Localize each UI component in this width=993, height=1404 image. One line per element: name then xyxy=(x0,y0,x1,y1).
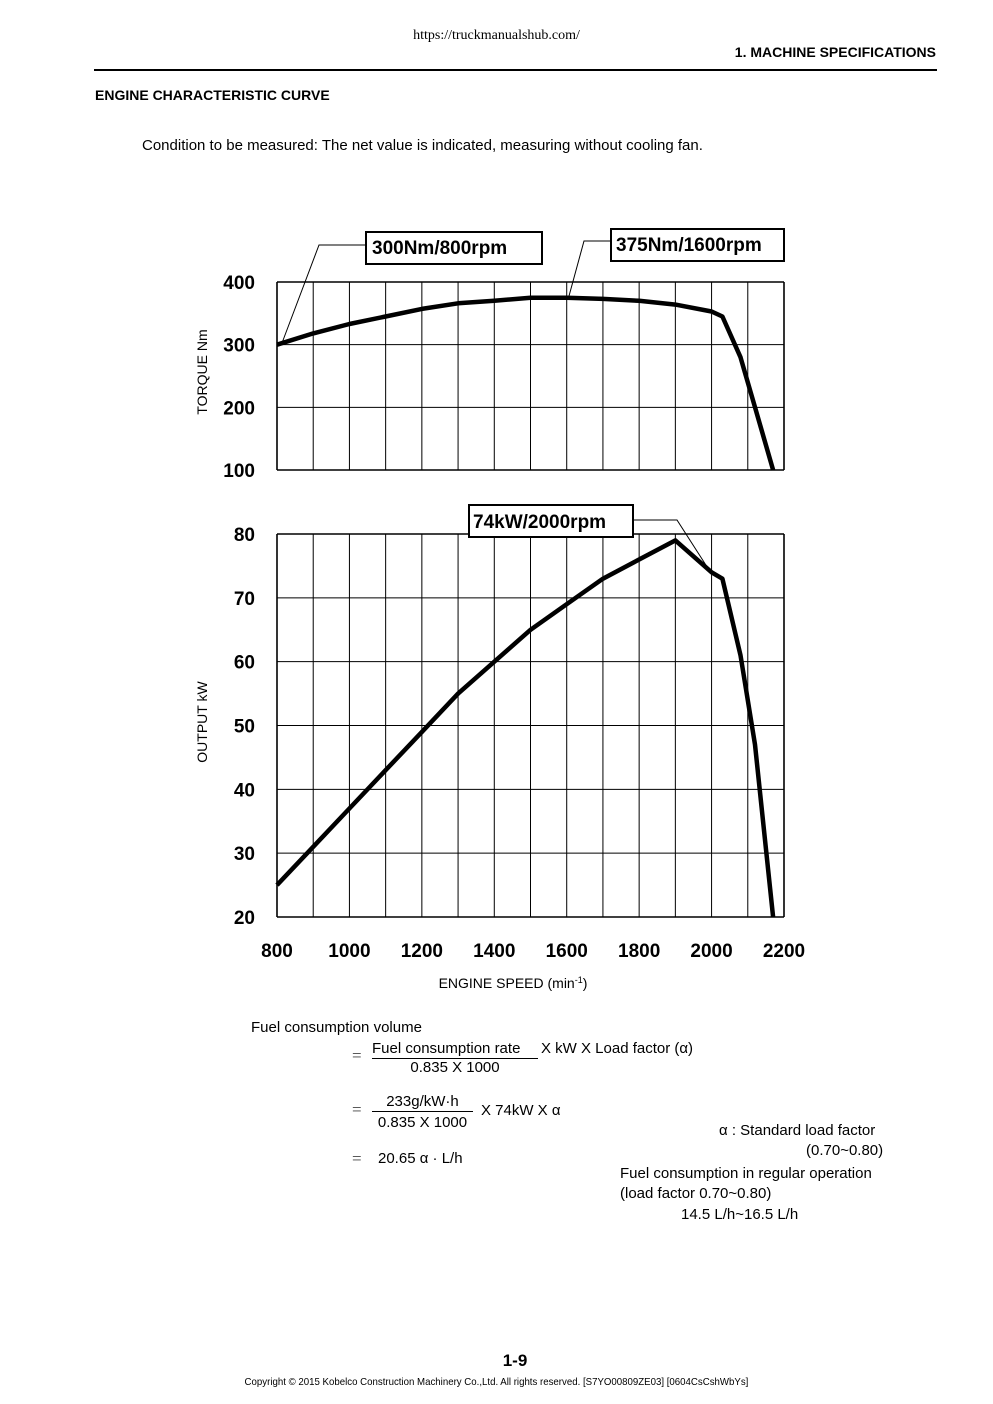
speed-tick-label: 2000 xyxy=(690,941,732,962)
fuel-rate-numerator: Fuel consumption rate xyxy=(372,1040,538,1059)
speed-tick-label: 800 xyxy=(261,941,293,962)
output-ytick-label: 30 xyxy=(234,844,255,865)
alpha-range: (0.70~0.80) xyxy=(806,1142,884,1159)
callout-74kw: 74kW/2000rpm xyxy=(468,504,712,574)
output-ticks: 80 70 60 50 40 30 20 xyxy=(234,525,255,929)
copyright-notice: Copyright © 2015 Kobelco Construction Ma… xyxy=(244,1376,749,1388)
callout-300nm-label: 300Nm/800rpm xyxy=(372,238,507,259)
specific-fuel-denominator: 0.835 X 1000 xyxy=(377,1114,468,1131)
source-url[interactable]: https://truckmanualshub.com/ xyxy=(413,28,580,43)
output-ytick-label: 50 xyxy=(234,717,255,738)
speed-tick-label: 1200 xyxy=(401,941,443,962)
speed-ticks: 800 1000 1200 1400 1600 1800 2000 2200 xyxy=(261,941,805,962)
callout-74kw-label: 74kW/2000rpm xyxy=(473,512,606,533)
output-ytick-label: 70 xyxy=(234,589,255,610)
speed-tick-label: 2200 xyxy=(763,941,805,962)
engine-characteristic-chart: 400 300 200 100 80 70 60 50 40 30 20 800 1000 1200 1… xyxy=(194,228,805,991)
speed-tick-label: 1000 xyxy=(328,941,370,962)
torque-axis-label: TORQUE Nm xyxy=(194,329,210,414)
section-title: 1. MACHINE SPECIFICATIONS xyxy=(734,44,936,60)
alpha-note: α : Standard load factor xyxy=(719,1122,876,1139)
torque-ytick-label: 200 xyxy=(223,398,255,419)
output-curve xyxy=(275,538,776,918)
output-ytick-label: 40 xyxy=(234,780,255,801)
header-rule xyxy=(94,69,937,71)
output-multiplier: X 74kW X α xyxy=(481,1102,561,1119)
torque-curve xyxy=(276,295,776,471)
callout-300nm: 300Nm/800rpm xyxy=(281,231,543,344)
fuel-rate-denominator: 0.835 X 1000 xyxy=(410,1059,500,1076)
torque-ticks: 400 300 200 100 xyxy=(223,273,255,482)
specific-fuel-numerator: 233g/kW·h xyxy=(372,1093,473,1112)
equals-sign-1: = xyxy=(352,1046,362,1065)
regular-load-factor: (load factor 0.70~0.80) xyxy=(620,1185,772,1202)
equals-sign-3: = xyxy=(352,1149,362,1168)
fuel-title: Fuel consumption volume xyxy=(251,1019,422,1036)
torque-ytick-label: 100 xyxy=(223,461,255,482)
speed-axis-label: ENGINE SPEED (min-1) xyxy=(439,975,588,991)
torque-ytick-label: 400 xyxy=(223,273,255,294)
regular-consumption-value: 14.5 L/h~16.5 L/h xyxy=(681,1206,799,1223)
callout-375nm-label: 375Nm/1600rpm xyxy=(616,235,762,256)
output-ytick-label: 20 xyxy=(234,908,255,929)
fuel-result: 20.65 α · L/h xyxy=(378,1150,463,1167)
regular-operation-label: Fuel consumption in regular operation xyxy=(620,1165,872,1182)
speed-tick-label: 1800 xyxy=(618,941,660,962)
measurement-condition: Condition to be measured: The net value … xyxy=(142,137,703,154)
equals-sign-2: = xyxy=(352,1100,362,1119)
output-axis-label: OUTPUT kW xyxy=(194,681,210,763)
output-ytick-label: 80 xyxy=(234,525,255,546)
speed-tick-label: 1400 xyxy=(473,941,515,962)
callout-375nm: 375Nm/1600rpm xyxy=(568,228,785,297)
page-number: 1-9 xyxy=(502,1351,528,1370)
fuel-rate-multiplier: X kW X Load factor (α) xyxy=(541,1040,694,1057)
output-grid xyxy=(276,533,785,918)
output-ytick-label: 60 xyxy=(234,653,255,674)
page-heading: ENGINE CHARACTERISTIC CURVE xyxy=(95,87,330,103)
speed-tick-label: 1600 xyxy=(546,941,588,962)
torque-ytick-label: 300 xyxy=(223,336,255,357)
torque-grid xyxy=(276,281,785,471)
